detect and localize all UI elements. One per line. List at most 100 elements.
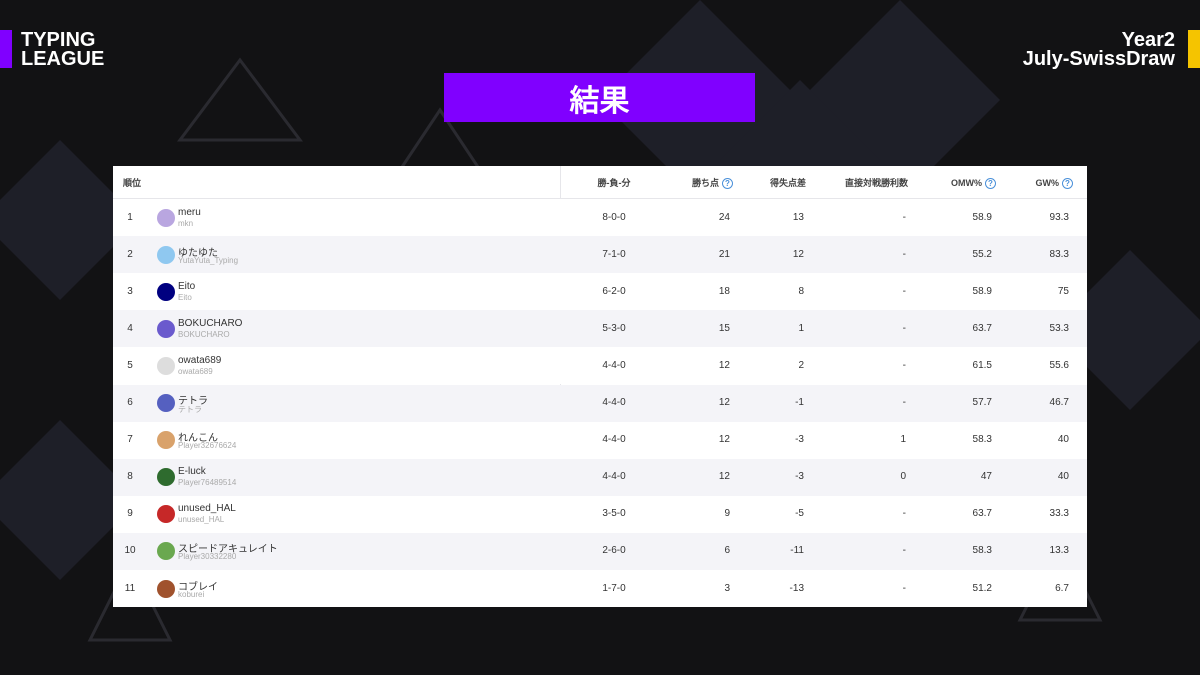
cell: 18 [718,285,730,297]
logo-bar [0,30,12,68]
cell: 63.7 [972,322,992,334]
help-icon[interactable]: ? [722,177,733,189]
cell: 1 [900,434,906,446]
cell: 55.2 [972,248,992,260]
player-name: unused_HAL [178,503,236,515]
column-header: 勝ち点? [692,177,733,189]
cell: 5-3-0 [602,322,626,334]
avatar [157,468,175,487]
cell: 58.3 [972,434,992,446]
player-name: れんこん [178,433,218,445]
cell: 4-4-0 [602,471,626,483]
logo: TYPING LEAGUE [21,29,105,70]
cell: 2 [127,248,133,260]
cell: 13 [792,211,804,223]
column-header: 順位 [123,177,141,189]
cell: 53.3 [1049,322,1069,334]
cell: -13 [789,582,804,594]
cell: 4-4-0 [602,359,626,371]
cell: 2 [798,359,804,371]
player-id: owata689 [178,366,213,376]
player-name: テトラ [178,396,208,408]
player-name: E-luck [178,466,206,478]
cell: 13.3 [1049,545,1069,557]
cell: 12 [718,359,730,371]
player-id: unused_HAL [178,515,225,525]
table-row: 2 ゆたゆた YutaYuta_Typing 7-1-0 21 12 - 55.2 83.3 [113,236,1087,274]
header-divider [113,198,1087,199]
avatar [157,431,175,450]
cell: 11 [124,582,136,594]
cell: 5 [127,359,133,371]
player-id: テトラ [178,405,202,415]
table-row: 6 テトラ テトラ 4-4-0 12 -1 - 57.7 46.7 [113,384,1087,422]
cell: 15 [718,322,730,334]
cell: 57.7 [972,397,992,409]
column-header: GW%? [1035,177,1073,189]
cell: 1 [798,322,804,334]
player-name: スピードアキュレイト [178,544,278,556]
table-row: 1 meru mkn 8-0-0 24 13 - 58.9 93.3 [113,199,1087,237]
cell: -3 [795,471,804,483]
cell: 47 [980,471,992,483]
cell: 93.3 [1049,211,1069,223]
avatar [157,542,175,561]
avatar [157,319,175,338]
cell: 2-6-0 [602,545,626,557]
logo-line: LEAGUE [21,48,105,70]
column-label: GW% [1035,177,1060,188]
cell: -3 [795,434,804,446]
cell: 51.2 [972,582,992,594]
cell: - [902,248,906,260]
table-row: 8 E-luck Player76489514 4-4-0 12 -3 0 47 40 [113,458,1087,496]
cell: 1-7-0 [602,582,626,594]
help-icon[interactable]: ? [1062,177,1073,189]
cell: 7 [127,434,133,446]
cell: 3-5-0 [602,508,626,520]
help-icon[interactable]: ? [985,177,996,189]
cell: 8-0-0 [602,211,626,223]
cell: - [902,397,906,409]
cell: 58.9 [972,285,992,297]
avatar [157,579,175,598]
cell: 40 [1057,471,1069,483]
cell: -11 [790,545,804,557]
cell: 9 [127,508,133,520]
table-row: 7 れんこん Player32676624 4-4-0 12 -3 1 58.3 40 [113,421,1087,459]
cell: - [902,285,906,297]
column-header: 直接対戦勝利数 [845,177,908,189]
cell: - [902,359,906,371]
cell: 61.5 [972,359,992,371]
event: July-SwissDraw [1022,48,1175,70]
column-header: 勝-負-分 [564,177,664,189]
avatar [157,208,175,227]
avatar [157,505,175,524]
player-id: Player30332280 [178,552,237,562]
cell: 6-2-0 [602,285,626,297]
cell: 4 [127,322,133,334]
cell: 6 [724,545,730,557]
column-label: 勝ち点 [691,177,719,188]
title: 結果 [569,84,630,118]
cell: 40 [1057,434,1069,446]
cell: 58.3 [972,545,992,557]
table-row: 5 owata689 owata689 4-4-0 12 2 - 61.5 55.6 [113,347,1087,385]
table-row: 9 unused_HAL unused_HAL 3-5-0 9 -5 - 63.7 33.3 [113,495,1087,533]
logo-line: TYPING [21,29,96,51]
cell: 9 [724,508,730,520]
cell: 10 [124,545,136,557]
cell: -1 [795,397,804,409]
avatar [157,282,175,301]
cell: 8 [127,471,133,483]
cell: 6.7 [1055,582,1069,594]
player-name: BOKUCHARO [178,317,243,329]
column-label: 直接対戦勝利数 [844,177,908,188]
avatar [157,394,175,413]
player-name: owata689 [178,354,222,366]
column-header: OMW%? [951,177,996,189]
player-id: YutaYuta_Typing [178,255,239,265]
player-id: Player76489514 [178,478,237,488]
table-row: 4 BOKUCHARO BOKUCHARO 5-3-0 15 1 - 63.7 53.3 [113,310,1087,348]
column-label: OMW% [951,177,982,188]
